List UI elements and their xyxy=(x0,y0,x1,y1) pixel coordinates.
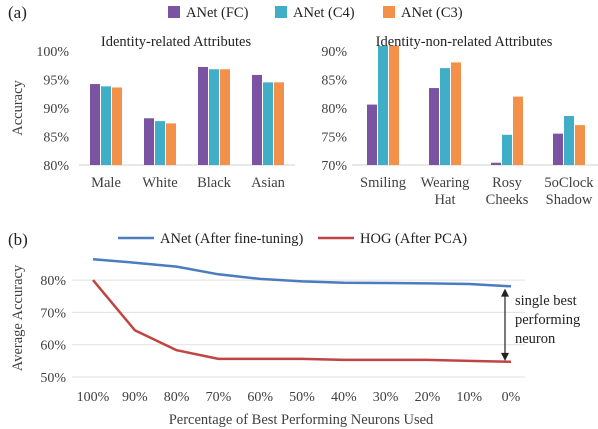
identity-chart-bar-4-3 xyxy=(274,82,284,165)
identity-chart-bar-3-2 xyxy=(209,69,219,165)
line-chart-xtick-3: 70% xyxy=(206,390,232,405)
annotation-line-2: performing xyxy=(515,312,580,328)
non-identity-chart-category-4-line-2: Shadow xyxy=(546,192,593,208)
line-chart-ytick-3: 80% xyxy=(40,274,66,289)
identity-chart-bar-3-1 xyxy=(198,66,208,165)
annotation-line-3: neuron xyxy=(515,331,556,347)
identity-chart-bar-4-1 xyxy=(252,74,262,165)
legend-swatch-1 xyxy=(168,6,180,18)
non-identity-chart-category-2-line-2: Hat xyxy=(435,192,456,208)
identity-chart-ytick-3: 95% xyxy=(43,74,69,89)
identity-chart-title: Identity-related Attributes xyxy=(101,34,252,50)
line-chart-ytick-0: 50% xyxy=(40,371,66,386)
non-identity-chart-bar-2-1 xyxy=(429,88,439,165)
line-chart-xtick-6: 40% xyxy=(331,390,357,405)
non-identity-chart-category-4-line-1: 5oClock xyxy=(544,175,594,191)
line-chart-xtick-1: 90% xyxy=(122,390,148,405)
identity-chart-bar-2-1 xyxy=(144,118,154,165)
non-identity-chart-ytick-0: 70% xyxy=(321,159,347,174)
line-chart-xtick-2: 80% xyxy=(164,390,190,405)
legend-label-2: ANet (C4) xyxy=(293,5,355,21)
annotation-arrow-up-head xyxy=(501,288,509,297)
identity-chart-category-2: White xyxy=(142,175,177,191)
line-chart-xtick-0: 100% xyxy=(77,390,110,405)
annotation-arrow-down-head xyxy=(501,352,509,361)
non-identity-chart-bar-1-1 xyxy=(367,104,377,165)
non-identity-chart-category-3-line-1: Rosy xyxy=(492,175,523,191)
non-identity-chart-category-2-line-1: Wearing xyxy=(421,175,470,191)
identity-chart-bar-2-3 xyxy=(166,123,176,165)
identity-chart-ytick-4: 100% xyxy=(36,45,69,60)
non-identity-chart-bar-1-3 xyxy=(389,45,399,166)
non-identity-chart-category-1: Smiling xyxy=(360,175,406,191)
non-identity-chart-bar-3-1 xyxy=(491,162,501,165)
identity-chart-ylabel: Accuracy xyxy=(10,79,26,135)
identity-chart-bar-1-2 xyxy=(101,86,111,165)
annotation-line-1: single best xyxy=(515,293,577,309)
non-identity-chart-ytick-2: 80% xyxy=(321,102,347,117)
line-chart-xtick-10: 0% xyxy=(502,390,521,405)
identity-chart-bar-4-2 xyxy=(263,82,273,165)
legend-swatch-2 xyxy=(275,6,287,18)
line-chart-xtick-5: 50% xyxy=(289,390,315,405)
identity-chart-bar-2-2 xyxy=(155,121,165,165)
line-chart-xtick-7: 30% xyxy=(373,390,399,405)
line-series-1 xyxy=(92,257,512,288)
identity-chart-ytick-0: 80% xyxy=(43,159,69,174)
identity-chart-category-4: Asian xyxy=(251,175,286,191)
identity-chart-ytick-1: 85% xyxy=(43,131,69,146)
legend-swatch-3 xyxy=(383,6,395,18)
line-legend-label-2: HOG (After PCA) xyxy=(360,231,467,247)
line-chart-ylabel: Average Accuracy xyxy=(10,264,26,371)
line-chart-ytick-1: 60% xyxy=(40,339,66,354)
identity-chart-ytick-2: 90% xyxy=(43,102,69,117)
identity-chart-bar-1-1 xyxy=(90,84,100,165)
non-identity-chart-bar-4-2 xyxy=(564,115,574,165)
identity-chart-category-1: Male xyxy=(91,175,121,191)
line-series-2 xyxy=(92,279,512,364)
non-identity-chart-ytick-1: 75% xyxy=(321,131,347,146)
panel-b-label: (b) xyxy=(8,230,28,249)
legend-label-1: ANet (FC) xyxy=(186,5,249,21)
non-identity-chart-title: Identity-non-related Attributes xyxy=(376,34,553,50)
non-identity-chart-bar-3-3 xyxy=(513,96,523,165)
non-identity-chart-bar-2-3 xyxy=(451,62,461,165)
line-chart-xtick-9: 10% xyxy=(456,390,482,405)
line-chart-ytick-2: 70% xyxy=(40,306,66,321)
non-identity-chart-bar-2-2 xyxy=(440,68,450,165)
non-identity-chart-category-3-line-2: Cheeks xyxy=(486,192,529,208)
identity-chart-bar-3-3 xyxy=(220,69,230,165)
line-legend-label-1: ANet (After fine-tuning) xyxy=(160,231,304,247)
line-chart-xtick-8: 20% xyxy=(415,390,441,405)
non-identity-chart-ytick-4: 90% xyxy=(321,45,347,60)
non-identity-chart-bar-3-2 xyxy=(502,134,512,165)
line-chart-xtick-4: 60% xyxy=(247,390,273,405)
non-identity-chart-bar-1-2 xyxy=(378,45,388,166)
legend-label-3: ANet (C3) xyxy=(401,5,463,21)
identity-chart-bar-1-3 xyxy=(112,87,122,165)
non-identity-chart-bar-4-1 xyxy=(553,133,563,165)
non-identity-chart-ytick-3: 85% xyxy=(321,74,347,89)
line-chart-xlabel: Percentage of Best Performing Neurons Us… xyxy=(169,412,434,428)
non-identity-chart-bar-4-3 xyxy=(575,125,585,165)
identity-chart-category-3: Black xyxy=(197,175,232,191)
panel-a-label: (a) xyxy=(8,3,27,22)
